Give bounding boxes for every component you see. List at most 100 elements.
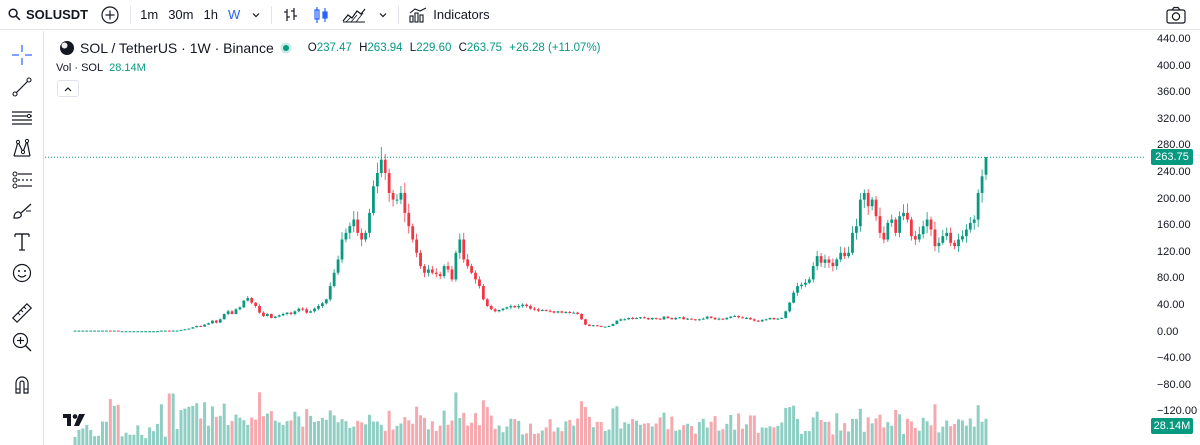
candle [344, 232, 348, 240]
candle [678, 317, 682, 319]
candle [595, 325, 599, 327]
candle [305, 309, 309, 313]
volume-bar [764, 427, 768, 445]
candle [764, 319, 768, 321]
compare-button[interactable] [94, 0, 126, 30]
screenshot-button[interactable] [1160, 0, 1192, 30]
trend-line-tool[interactable] [8, 73, 36, 101]
indicators-button[interactable]: Indicators [403, 0, 495, 30]
volume-bar [470, 422, 474, 445]
volume-bar [348, 427, 352, 445]
volume-bar [796, 418, 800, 445]
interval-1h[interactable]: 1h [203, 7, 218, 22]
volume-bar [371, 421, 375, 445]
volume-bar [77, 429, 81, 445]
tradingview-logo[interactable] [62, 412, 86, 428]
symbol-search[interactable]: SOLUSDT [0, 0, 94, 30]
interval-30m[interactable]: 30m [168, 7, 194, 22]
candle [980, 176, 984, 193]
fib-tool[interactable] [8, 104, 36, 132]
ruler-tool[interactable] [8, 299, 36, 327]
volume-bar [375, 421, 379, 445]
candle [427, 269, 430, 273]
bars-style-button[interactable] [276, 0, 306, 30]
candle [831, 262, 835, 267]
interval-w[interactable]: W [227, 7, 241, 22]
zoom-in-tool[interactable] [8, 328, 36, 356]
volume-bar [725, 423, 729, 445]
candle [470, 266, 473, 273]
volume-bar [316, 420, 320, 445]
candle [485, 299, 489, 306]
volume-bar [112, 405, 116, 445]
volume-bar [285, 421, 289, 445]
candle [144, 331, 148, 333]
volume-bar [336, 422, 340, 445]
candle [501, 308, 505, 310]
price-tick: 120.00 [1157, 245, 1191, 258]
candle [953, 242, 956, 247]
volume-bar [843, 423, 847, 445]
market-status-icon [280, 42, 292, 54]
symbol-title[interactable]: SOL / TetherUS · 1W · Binance [80, 40, 274, 56]
volume-legend[interactable]: Vol · SOL 28.14M [56, 62, 146, 74]
pattern-tool[interactable] [8, 135, 36, 163]
volume-bar [238, 417, 242, 445]
price-tick: −120.00 [1157, 405, 1198, 418]
candle [462, 239, 466, 260]
volume-bar [387, 410, 391, 445]
volume-bar [175, 429, 179, 445]
candle [796, 286, 799, 293]
volume-bar [289, 420, 293, 445]
text-tool[interactable] [8, 228, 36, 256]
volume-bar [733, 429, 737, 445]
collapse-legend-button[interactable] [57, 80, 79, 97]
price-chart[interactable] [45, 31, 1145, 445]
candle [741, 317, 744, 319]
volume-bar [521, 434, 525, 445]
volume-bar [261, 416, 265, 445]
candles-style-button[interactable] [306, 0, 336, 30]
candle [976, 192, 980, 220]
chart-type-dropdown[interactable] [372, 0, 394, 30]
crosshair-tool[interactable] [8, 41, 36, 69]
chart-legend: SOL / TetherUS · 1W · Binance O237.47 H2… [60, 40, 601, 56]
candle [827, 259, 831, 263]
candle [898, 216, 902, 233]
candle [379, 159, 383, 173]
volume-bar [957, 419, 961, 445]
candle [811, 266, 815, 280]
candle [882, 232, 886, 240]
candle [917, 234, 921, 240]
forecast-tool[interactable] [8, 166, 36, 194]
area-style-button[interactable] [336, 0, 372, 30]
candle [780, 317, 784, 319]
interval-1m[interactable]: 1m [140, 7, 159, 22]
volume-bar [277, 422, 281, 445]
volume-bar [717, 430, 721, 445]
volume-bar [882, 427, 886, 445]
volume-bar [697, 422, 701, 445]
volume-bar [356, 420, 360, 445]
brush-tool[interactable] [8, 197, 36, 225]
volume-bar [631, 419, 635, 445]
volume-bar [953, 423, 957, 445]
candle [800, 284, 803, 287]
price-tick: 360.00 [1157, 86, 1191, 99]
candle [866, 192, 870, 207]
volume-bar [458, 418, 462, 445]
volume-bar [525, 433, 529, 445]
candle [599, 325, 603, 327]
candle [642, 317, 646, 319]
candle [784, 311, 788, 318]
volume-bar [89, 430, 93, 445]
volume-bar [265, 413, 269, 445]
candle [580, 313, 583, 320]
candle [97, 330, 100, 332]
price-axis[interactable]: 440.00 400.00 360.00 320.00 280.00 240.00 200.… [1145, 31, 1200, 445]
emoji-tool[interactable] [8, 259, 36, 287]
interval-dropdown[interactable] [245, 0, 267, 30]
candle [179, 329, 183, 331]
volume-bar [536, 433, 540, 445]
magnet-tool[interactable] [8, 370, 36, 398]
